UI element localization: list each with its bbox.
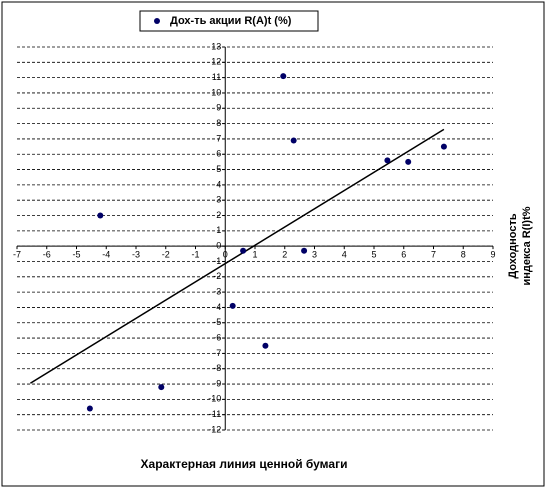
y-tick-label: 1 <box>216 225 221 235</box>
x-tick-label: -7 <box>13 250 21 260</box>
y-tick-label: 8 <box>216 118 221 128</box>
point <box>301 247 308 254</box>
x-tick-label: 2 <box>282 250 287 260</box>
y-tick-label: 4 <box>216 179 221 189</box>
point <box>290 137 297 144</box>
x-tick-label: -4 <box>102 250 110 260</box>
legend-label: Дох-ть акции R(A)t (%) <box>170 15 292 27</box>
y-tick-label: -11 <box>209 409 221 419</box>
y-tick-label: -12 <box>208 424 221 434</box>
x-tick-label: -6 <box>43 250 51 260</box>
y-axis-title-line: индекса R(I)t% <box>521 206 533 285</box>
point <box>262 342 269 349</box>
y-axis-title-line: Доходность <box>507 213 519 279</box>
x-tick-label: -3 <box>132 250 140 260</box>
y-tick-label: 0 <box>216 241 221 251</box>
x-tick-label: 3 <box>312 250 317 260</box>
point <box>405 158 412 165</box>
x-tick-label: -5 <box>72 250 80 260</box>
y-tick-label: 7 <box>216 133 221 143</box>
x-tick-label: 7 <box>431 250 436 260</box>
y-tick-label: -6 <box>213 332 221 342</box>
point <box>280 73 287 80</box>
x-tick-label: 9 <box>490 250 495 260</box>
trendline <box>29 128 445 384</box>
y-tick-label: 11 <box>212 72 221 82</box>
y-tick-label: 3 <box>216 195 221 205</box>
point <box>97 212 104 219</box>
y-tick-label: -7 <box>213 348 221 358</box>
y-tick-label: 5 <box>216 164 221 174</box>
y-tick-label: 10 <box>211 87 221 97</box>
y-axis-title: Доходность индекса R(I)t% <box>507 206 533 285</box>
x-tick-label: 5 <box>371 250 376 260</box>
point <box>86 405 93 412</box>
legend-box <box>139 10 319 32</box>
y-tick-label: -4 <box>213 302 221 312</box>
x-tick-label: 6 <box>401 250 406 260</box>
point <box>384 157 391 164</box>
y-tick-label: -3 <box>213 286 221 296</box>
point <box>440 143 447 150</box>
x-tick-label: 4 <box>342 250 347 260</box>
y-tick-label: -2 <box>213 271 221 281</box>
x-axis-title: Характерная линия ценной бумаги <box>141 457 348 471</box>
point <box>158 384 165 391</box>
x-tick-label: 1 <box>252 250 257 260</box>
legend-marker <box>154 18 160 24</box>
y-tick-label: 13 <box>211 41 221 51</box>
y-tick-label: -9 <box>213 378 221 388</box>
y-tick-label: 9 <box>216 103 221 113</box>
y-tick-label: -5 <box>213 317 221 327</box>
point <box>240 247 247 254</box>
x-tick-label: -1 <box>191 250 199 260</box>
y-tick-label: 6 <box>216 149 221 159</box>
y-tick-label: -10 <box>208 394 221 404</box>
y-tick-label: 12 <box>211 57 221 67</box>
x-tick-label: 8 <box>461 250 466 260</box>
y-tick-label: 2 <box>216 210 221 220</box>
point <box>229 302 236 309</box>
x-tick-label: -2 <box>162 250 170 260</box>
y-tick-label: -1 <box>213 256 221 266</box>
y-tick-label: -8 <box>213 363 221 373</box>
